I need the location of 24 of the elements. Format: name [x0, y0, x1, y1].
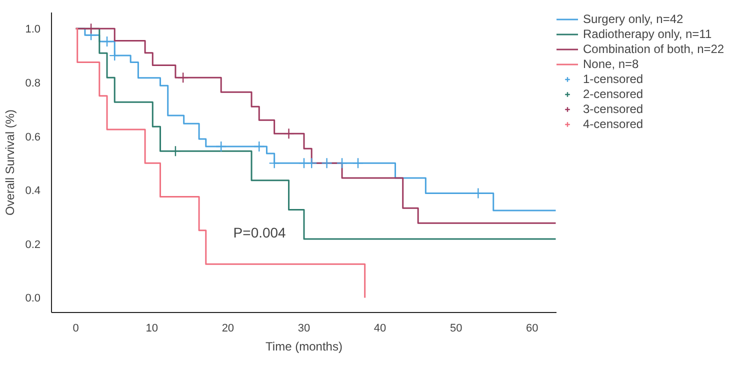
x-tick-label: 40 [374, 322, 386, 334]
legend-label: Surgery only, n=42 [583, 12, 684, 26]
x-tick-label: 60 [526, 322, 538, 334]
legend-label: 3-censored [583, 102, 644, 116]
legend-label: 1-censored [583, 72, 644, 86]
x-tick-label: 10 [146, 322, 158, 334]
y-tick-label: 1.0 [25, 24, 41, 36]
legend-label: 4-censored [583, 117, 644, 131]
legend-label: None, n=8 [583, 57, 639, 71]
x-axis-title: Time (months) [266, 340, 342, 354]
x-tick-label: 0 [72, 322, 79, 334]
y-tick-label: 0.4 [25, 185, 41, 198]
y-tick-label: 0.0 [25, 292, 41, 305]
y-tick-label: 0.8 [25, 77, 41, 90]
legend-label: Combination of both, n=22 [583, 42, 724, 56]
x-tick-label: 20 [222, 322, 234, 334]
annotation: P=0.004 [233, 224, 286, 240]
legend-label: 2-censored [583, 87, 644, 101]
x-tick-label: 30 [298, 322, 310, 334]
legend-label: Radiotherapy only, n=11 [583, 27, 712, 41]
y-axis-title: Overall Survival (%) [3, 109, 18, 216]
x-tick-label: 50 [450, 322, 462, 334]
y-tick-label: 0.2 [25, 238, 41, 251]
y-tick-label: 0.6 [25, 131, 41, 144]
